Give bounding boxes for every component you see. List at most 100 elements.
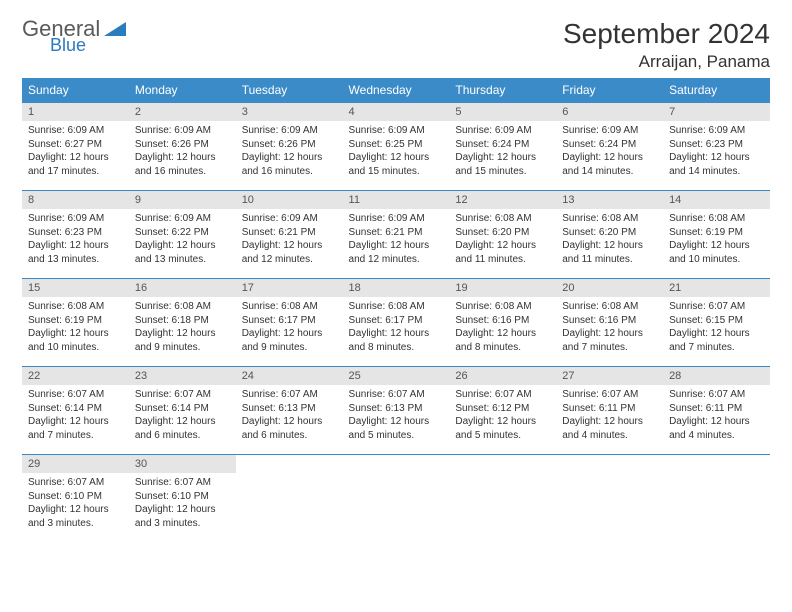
day-details: Sunrise: 6:08 AMSunset: 6:20 PMDaylight:… xyxy=(449,209,556,269)
day-number: 21 xyxy=(663,279,770,297)
calendar-cell: 4Sunrise: 6:09 AMSunset: 6:25 PMDaylight… xyxy=(343,103,450,191)
day-number: 12 xyxy=(449,191,556,209)
day-number: 14 xyxy=(663,191,770,209)
day-details: Sunrise: 6:09 AMSunset: 6:27 PMDaylight:… xyxy=(22,121,129,181)
day-number: 20 xyxy=(556,279,663,297)
day-details: Sunrise: 6:07 AMSunset: 6:10 PMDaylight:… xyxy=(129,473,236,533)
day-details: Sunrise: 6:09 AMSunset: 6:23 PMDaylight:… xyxy=(22,209,129,269)
location-text: Arraijan, Panama xyxy=(563,52,770,72)
calendar-cell: 29Sunrise: 6:07 AMSunset: 6:10 PMDayligh… xyxy=(22,455,129,543)
calendar-cell: 30Sunrise: 6:07 AMSunset: 6:10 PMDayligh… xyxy=(129,455,236,543)
day-number: 26 xyxy=(449,367,556,385)
day-number: 4 xyxy=(343,103,450,121)
calendar-cell xyxy=(236,455,343,543)
calendar-cell: 14Sunrise: 6:08 AMSunset: 6:19 PMDayligh… xyxy=(663,191,770,279)
day-number: 30 xyxy=(129,455,236,473)
day-details: Sunrise: 6:08 AMSunset: 6:19 PMDaylight:… xyxy=(663,209,770,269)
calendar-cell: 7Sunrise: 6:09 AMSunset: 6:23 PMDaylight… xyxy=(663,103,770,191)
day-header: Thursday xyxy=(449,78,556,103)
day-details: Sunrise: 6:08 AMSunset: 6:16 PMDaylight:… xyxy=(449,297,556,357)
calendar-cell: 1Sunrise: 6:09 AMSunset: 6:27 PMDaylight… xyxy=(22,103,129,191)
calendar-cell: 10Sunrise: 6:09 AMSunset: 6:21 PMDayligh… xyxy=(236,191,343,279)
day-details: Sunrise: 6:07 AMSunset: 6:11 PMDaylight:… xyxy=(663,385,770,445)
calendar-cell: 9Sunrise: 6:09 AMSunset: 6:22 PMDaylight… xyxy=(129,191,236,279)
calendar-cell: 23Sunrise: 6:07 AMSunset: 6:14 PMDayligh… xyxy=(129,367,236,455)
logo: General Blue xyxy=(22,18,126,54)
day-header: Saturday xyxy=(663,78,770,103)
day-number: 28 xyxy=(663,367,770,385)
day-number: 17 xyxy=(236,279,343,297)
calendar-cell: 11Sunrise: 6:09 AMSunset: 6:21 PMDayligh… xyxy=(343,191,450,279)
calendar-table: SundayMondayTuesdayWednesdayThursdayFrid… xyxy=(22,78,770,543)
calendar-cell: 12Sunrise: 6:08 AMSunset: 6:20 PMDayligh… xyxy=(449,191,556,279)
day-number: 25 xyxy=(343,367,450,385)
calendar-cell: 25Sunrise: 6:07 AMSunset: 6:13 PMDayligh… xyxy=(343,367,450,455)
calendar-cell: 5Sunrise: 6:09 AMSunset: 6:24 PMDaylight… xyxy=(449,103,556,191)
day-details: Sunrise: 6:08 AMSunset: 6:18 PMDaylight:… xyxy=(129,297,236,357)
day-details: Sunrise: 6:07 AMSunset: 6:12 PMDaylight:… xyxy=(449,385,556,445)
day-header: Wednesday xyxy=(343,78,450,103)
calendar-cell xyxy=(663,455,770,543)
day-details: Sunrise: 6:09 AMSunset: 6:25 PMDaylight:… xyxy=(343,121,450,181)
day-number: 29 xyxy=(22,455,129,473)
day-details: Sunrise: 6:08 AMSunset: 6:20 PMDaylight:… xyxy=(556,209,663,269)
calendar-cell: 15Sunrise: 6:08 AMSunset: 6:19 PMDayligh… xyxy=(22,279,129,367)
day-details: Sunrise: 6:07 AMSunset: 6:14 PMDaylight:… xyxy=(129,385,236,445)
day-header: Tuesday xyxy=(236,78,343,103)
day-number: 2 xyxy=(129,103,236,121)
calendar-cell: 8Sunrise: 6:09 AMSunset: 6:23 PMDaylight… xyxy=(22,191,129,279)
day-details: Sunrise: 6:07 AMSunset: 6:13 PMDaylight:… xyxy=(236,385,343,445)
day-number: 19 xyxy=(449,279,556,297)
day-number: 27 xyxy=(556,367,663,385)
day-details: Sunrise: 6:09 AMSunset: 6:21 PMDaylight:… xyxy=(343,209,450,269)
day-number: 13 xyxy=(556,191,663,209)
day-header: Monday xyxy=(129,78,236,103)
day-details: Sunrise: 6:09 AMSunset: 6:26 PMDaylight:… xyxy=(129,121,236,181)
day-details: Sunrise: 6:09 AMSunset: 6:23 PMDaylight:… xyxy=(663,121,770,181)
calendar-cell: 6Sunrise: 6:09 AMSunset: 6:24 PMDaylight… xyxy=(556,103,663,191)
calendar-cell: 21Sunrise: 6:07 AMSunset: 6:15 PMDayligh… xyxy=(663,279,770,367)
day-header: Sunday xyxy=(22,78,129,103)
day-number: 10 xyxy=(236,191,343,209)
day-number: 23 xyxy=(129,367,236,385)
calendar-cell: 26Sunrise: 6:07 AMSunset: 6:12 PMDayligh… xyxy=(449,367,556,455)
calendar-cell: 18Sunrise: 6:08 AMSunset: 6:17 PMDayligh… xyxy=(343,279,450,367)
calendar-cell: 28Sunrise: 6:07 AMSunset: 6:11 PMDayligh… xyxy=(663,367,770,455)
calendar-cell xyxy=(556,455,663,543)
day-details: Sunrise: 6:07 AMSunset: 6:13 PMDaylight:… xyxy=(343,385,450,445)
calendar-cell: 3Sunrise: 6:09 AMSunset: 6:26 PMDaylight… xyxy=(236,103,343,191)
day-number: 7 xyxy=(663,103,770,121)
calendar-cell xyxy=(449,455,556,543)
calendar-cell: 2Sunrise: 6:09 AMSunset: 6:26 PMDaylight… xyxy=(129,103,236,191)
day-details: Sunrise: 6:09 AMSunset: 6:24 PMDaylight:… xyxy=(449,121,556,181)
day-details: Sunrise: 6:09 AMSunset: 6:24 PMDaylight:… xyxy=(556,121,663,181)
day-number: 15 xyxy=(22,279,129,297)
logo-triangle-icon xyxy=(104,22,126,43)
day-number: 8 xyxy=(22,191,129,209)
day-number: 18 xyxy=(343,279,450,297)
calendar-cell: 27Sunrise: 6:07 AMSunset: 6:11 PMDayligh… xyxy=(556,367,663,455)
calendar-cell: 13Sunrise: 6:08 AMSunset: 6:20 PMDayligh… xyxy=(556,191,663,279)
day-details: Sunrise: 6:09 AMSunset: 6:21 PMDaylight:… xyxy=(236,209,343,269)
calendar-cell: 16Sunrise: 6:08 AMSunset: 6:18 PMDayligh… xyxy=(129,279,236,367)
calendar-cell: 19Sunrise: 6:08 AMSunset: 6:16 PMDayligh… xyxy=(449,279,556,367)
day-number: 24 xyxy=(236,367,343,385)
page-header: General Blue September 2024 Arraijan, Pa… xyxy=(22,18,770,72)
calendar-cell: 22Sunrise: 6:07 AMSunset: 6:14 PMDayligh… xyxy=(22,367,129,455)
calendar-cell xyxy=(343,455,450,543)
day-details: Sunrise: 6:08 AMSunset: 6:17 PMDaylight:… xyxy=(236,297,343,357)
day-header: Friday xyxy=(556,78,663,103)
day-number: 16 xyxy=(129,279,236,297)
calendar-cell: 17Sunrise: 6:08 AMSunset: 6:17 PMDayligh… xyxy=(236,279,343,367)
day-details: Sunrise: 6:08 AMSunset: 6:17 PMDaylight:… xyxy=(343,297,450,357)
page-title: September 2024 xyxy=(563,18,770,50)
day-number: 1 xyxy=(22,103,129,121)
day-number: 3 xyxy=(236,103,343,121)
day-number: 22 xyxy=(22,367,129,385)
calendar-cell: 24Sunrise: 6:07 AMSunset: 6:13 PMDayligh… xyxy=(236,367,343,455)
day-number: 5 xyxy=(449,103,556,121)
day-details: Sunrise: 6:07 AMSunset: 6:14 PMDaylight:… xyxy=(22,385,129,445)
day-details: Sunrise: 6:07 AMSunset: 6:10 PMDaylight:… xyxy=(22,473,129,533)
day-details: Sunrise: 6:09 AMSunset: 6:22 PMDaylight:… xyxy=(129,209,236,269)
day-number: 9 xyxy=(129,191,236,209)
